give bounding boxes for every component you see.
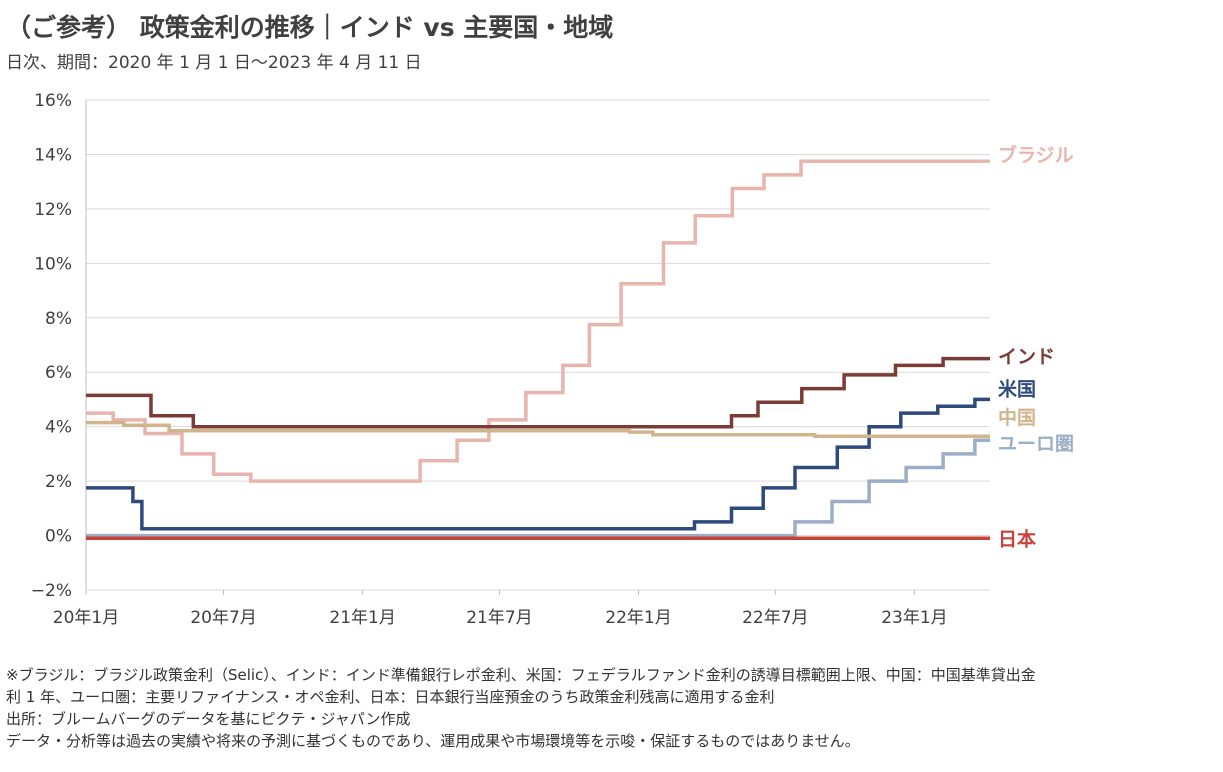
y-tick-label: 6% bbox=[45, 363, 72, 383]
policy-rate-chart: −2% 0% 2% 4% 6% 8% 10% 12% 14% 16% 20年1月 20年7月 21年1月… bbox=[31, 91, 1074, 628]
x-tick-label: 21年1月 bbox=[329, 608, 395, 628]
x-tick-label: 23年1月 bbox=[881, 608, 947, 628]
footnote-line: 利 1 年、ユーロ圏：主要リファイナンス・オペ金利、日本：日本銀行当座預金のうち… bbox=[6, 688, 775, 706]
y-tick-label: 14% bbox=[34, 145, 72, 165]
y-tick-label: 16% bbox=[34, 91, 72, 111]
series-line-ブラジル bbox=[86, 159, 990, 483]
y-tick-label: 4% bbox=[45, 418, 72, 438]
series-line-ユーロ圏 bbox=[86, 438, 990, 538]
axes: −2% 0% 2% 4% 6% 8% 10% 12% 14% 16% 20年1月 20年7月 21年1月… bbox=[31, 91, 948, 628]
chart-subtitle: 日次、期間：2020 年 1 月 1 日～2023 年 4 月 11 日 bbox=[6, 53, 422, 73]
series-line-インド bbox=[86, 356, 990, 429]
series-label: ユーロ圏 bbox=[998, 433, 1074, 455]
footnote-line: データ・分析等は過去の実績や将来の予測に基づくものであり、運用成果や市場環境等を… bbox=[6, 732, 860, 750]
series-label: 日本 bbox=[998, 527, 1036, 550]
y-tick-label: 10% bbox=[34, 254, 72, 274]
x-tick-label: 20年7月 bbox=[190, 608, 256, 628]
series-label: 米国 bbox=[998, 378, 1036, 401]
y-tick-label: 0% bbox=[45, 527, 72, 547]
x-tick-label: 21年7月 bbox=[466, 608, 532, 628]
series-label: ブラジル bbox=[998, 143, 1074, 166]
y-tick-label: −2% bbox=[31, 581, 72, 601]
y-tick-label: 8% bbox=[45, 309, 72, 329]
series-line-米国 bbox=[86, 397, 990, 531]
x-tick-label: 22年7月 bbox=[742, 608, 808, 628]
series-lines bbox=[86, 159, 990, 541]
grid-lines bbox=[86, 99, 990, 591]
chart-title: （ご参考） 政策金利の推移｜インド vs 主要国・地域 bbox=[6, 13, 614, 42]
series-label: 中国 bbox=[998, 406, 1036, 429]
y-tick-label: 2% bbox=[45, 472, 72, 492]
footnote-line: ※ブラジル：ブラジル政策金利（Selic）、インド：インド準備銀行レポ金利、米国… bbox=[6, 666, 1036, 684]
series-label: インド bbox=[998, 346, 1055, 368]
footnote-line: 出所：ブルームバーグのデータを基にピクテ・ジャパン作成 bbox=[6, 710, 411, 728]
series-line-中国 bbox=[86, 420, 990, 438]
x-tick-label: 22年1月 bbox=[605, 608, 671, 628]
x-tick-label: 20年1月 bbox=[53, 608, 119, 628]
y-tick-label: 12% bbox=[34, 200, 72, 220]
footnotes: ※ブラジル：ブラジル政策金利（Selic）、インド：インド準備銀行レポ金利、米国… bbox=[6, 664, 1216, 752]
